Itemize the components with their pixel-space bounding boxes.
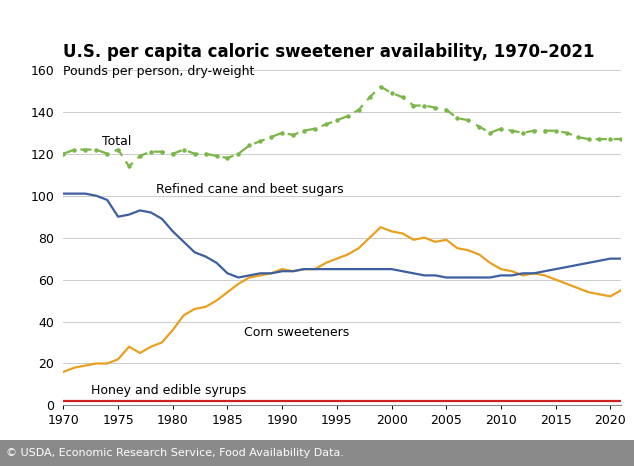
- Text: Corn sweeteners: Corn sweeteners: [244, 326, 349, 338]
- Text: U.S. per capita caloric sweetener availability, 1970–2021: U.S. per capita caloric sweetener availa…: [63, 42, 595, 61]
- Text: Honey and edible syrups: Honey and edible syrups: [91, 384, 246, 397]
- Text: Pounds per person, dry-weight: Pounds per person, dry-weight: [63, 65, 255, 78]
- Text: Total: Total: [101, 135, 131, 148]
- Text: © USDA, Economic Research Service, Food Availability Data.: © USDA, Economic Research Service, Food …: [6, 448, 344, 458]
- Text: Refined cane and beet sugars: Refined cane and beet sugars: [157, 183, 344, 196]
